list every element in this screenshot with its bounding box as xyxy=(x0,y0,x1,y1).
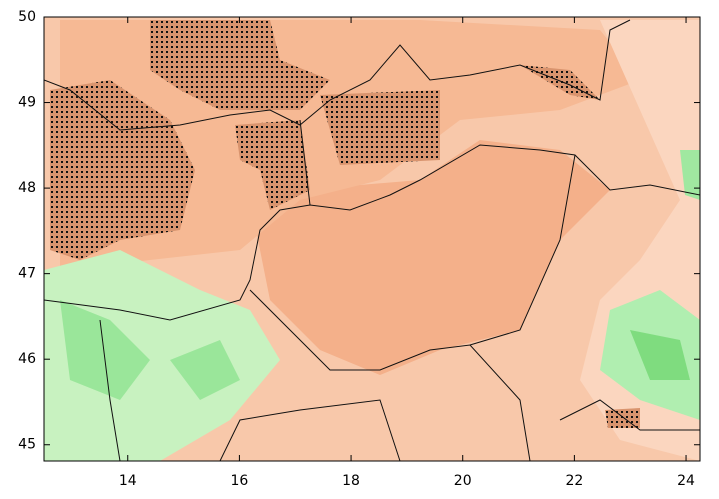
x-tick-label: 14 xyxy=(119,473,137,489)
x-tick-label: 18 xyxy=(342,473,360,489)
x-tick-label: 20 xyxy=(454,473,472,489)
x-tick-label: 24 xyxy=(677,473,695,489)
x-tick-label: 22 xyxy=(565,473,583,489)
y-tick-label: 45 xyxy=(18,437,36,453)
y-tick-label: 49 xyxy=(18,95,36,111)
map-field xyxy=(44,17,700,461)
frame xyxy=(43,16,701,462)
y-tick-label: 47 xyxy=(18,266,36,282)
x-tick-label: 16 xyxy=(230,473,248,489)
y-tick-label: 50 xyxy=(18,9,36,25)
y-tick-label: 46 xyxy=(18,351,36,367)
y-tick-label: 48 xyxy=(18,180,36,196)
